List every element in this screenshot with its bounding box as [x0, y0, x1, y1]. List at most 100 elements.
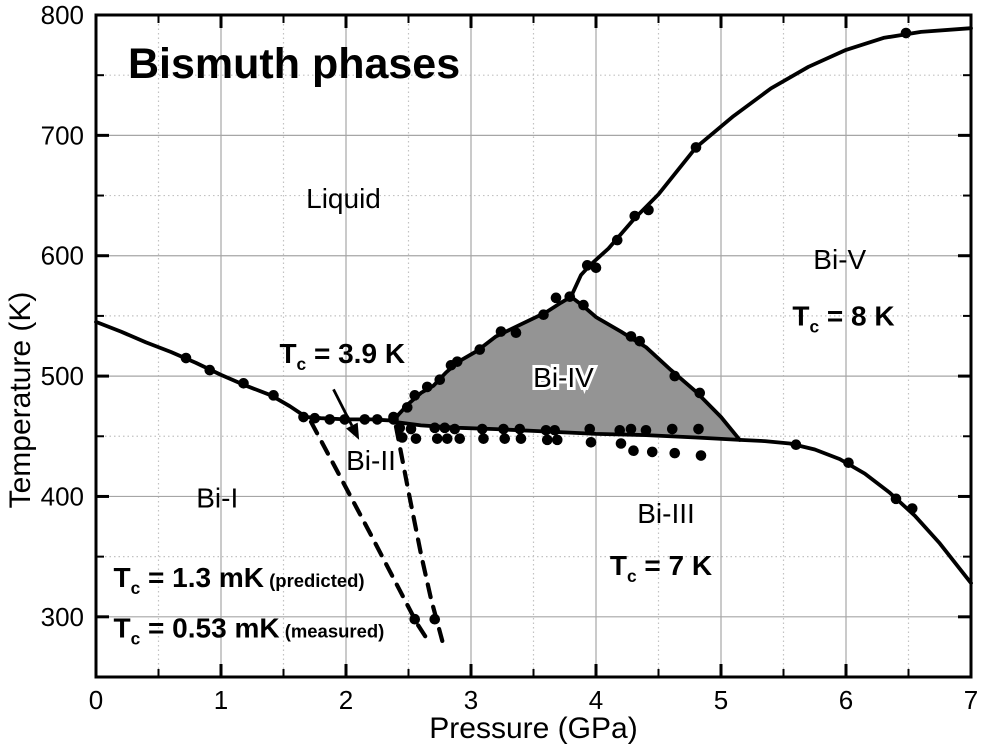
tc-bi5: Tc = 8 K — [792, 301, 894, 337]
data-point — [449, 423, 461, 435]
data-point — [906, 503, 918, 514]
svg-text:500: 500 — [41, 361, 84, 391]
data-point — [538, 309, 549, 321]
data-point — [669, 370, 681, 382]
data-point — [499, 433, 511, 444]
curve — [308, 419, 432, 646]
svg-text:2: 2 — [339, 685, 353, 715]
data-point — [900, 27, 912, 39]
data-point — [410, 433, 422, 444]
data-point — [643, 204, 654, 216]
data-point — [549, 424, 561, 436]
data-points — [180, 27, 918, 625]
curve — [569, 26, 973, 299]
data-point — [396, 432, 408, 443]
data-point — [180, 352, 192, 364]
data-point — [268, 390, 279, 401]
data-point — [578, 299, 589, 311]
label-bi3: Bi-III — [637, 498, 695, 529]
phase-labels: Liquid Bi-I Bi-II Bi-III Bi-IV Bi-V Tc = 3.9 K… — [114, 183, 895, 649]
data-point — [405, 423, 417, 435]
data-point — [514, 423, 526, 435]
data-point — [669, 447, 681, 459]
data-point — [298, 411, 309, 423]
data-point — [439, 422, 451, 434]
label-bi4: Bi-IV — [533, 362, 594, 393]
data-point — [238, 378, 249, 389]
label-bi1: Bi-I — [196, 482, 238, 513]
data-point — [474, 344, 486, 355]
data-point — [429, 613, 441, 625]
data-point — [371, 414, 383, 425]
data-point — [495, 326, 507, 337]
svg-text:Bismuth phases: Bismuth phases — [128, 40, 460, 88]
data-point — [409, 613, 421, 625]
data-point — [590, 262, 602, 274]
data-point — [550, 292, 562, 304]
data-point — [409, 390, 421, 401]
data-point — [434, 374, 446, 386]
svg-text:0: 0 — [89, 685, 103, 715]
minor-gridlines — [96, 15, 971, 677]
data-point — [309, 412, 321, 424]
label-bi5: Bi-V — [813, 244, 866, 275]
svg-text:3: 3 — [464, 685, 478, 715]
tick-labels: 0 1 2 3 4 5 6 7 300 400 500 600 700 800 — [41, 0, 979, 715]
data-point — [540, 424, 552, 436]
data-point — [790, 439, 802, 450]
data-point — [890, 493, 902, 505]
chart-title: Bismuth phases — [128, 40, 460, 88]
curve — [393, 424, 445, 643]
data-point — [454, 433, 466, 444]
data-point — [690, 142, 702, 153]
data-point — [634, 335, 646, 347]
axes-frame — [94, 13, 973, 679]
bi4-shaded-region — [393, 296, 740, 440]
svg-text:800: 800 — [41, 0, 84, 30]
data-point — [515, 433, 527, 444]
data-point — [614, 424, 626, 436]
data-point — [695, 450, 707, 461]
svg-text:5: 5 — [714, 685, 728, 715]
data-point — [640, 424, 652, 436]
data-point — [421, 381, 433, 393]
data-point — [646, 446, 658, 458]
data-point — [629, 210, 641, 222]
annotation-arrow — [332, 388, 360, 440]
data-point — [451, 356, 463, 367]
label-bi2: Bi-II — [346, 445, 396, 476]
data-point — [666, 423, 678, 435]
data-point — [498, 423, 509, 435]
data-point — [551, 434, 563, 446]
label-liquid: Liquid — [306, 183, 381, 214]
data-point — [441, 433, 453, 444]
data-point — [204, 364, 216, 376]
data-point — [510, 327, 522, 339]
curve — [569, 294, 742, 442]
svg-text:700: 700 — [41, 120, 84, 150]
tc-bi2: Tc = 3.9 K — [279, 338, 405, 374]
data-point — [581, 260, 593, 271]
data-point — [693, 423, 704, 435]
svg-text:7: 7 — [964, 685, 978, 715]
data-point — [625, 331, 637, 342]
data-point — [584, 423, 596, 435]
data-point — [359, 414, 371, 425]
svg-text:4: 4 — [589, 685, 603, 715]
data-point — [615, 438, 627, 449]
data-point — [628, 445, 639, 457]
data-point — [541, 434, 553, 446]
data-point — [431, 433, 443, 444]
data-point — [564, 291, 576, 302]
tc-bi3: Tc = 7 K — [610, 550, 712, 586]
svg-text:300: 300 — [41, 602, 84, 632]
axis-titles: Pressure (GPa) Temperature (K) — [4, 292, 638, 745]
svg-text:6: 6 — [839, 685, 853, 715]
tc-bi1-measured: Tc = 0.53 mK (measured) — [114, 612, 385, 648]
data-point — [324, 414, 336, 425]
data-point — [585, 436, 597, 448]
svg-text:400: 400 — [41, 481, 84, 511]
data-point — [843, 457, 854, 469]
data-point — [694, 387, 706, 399]
